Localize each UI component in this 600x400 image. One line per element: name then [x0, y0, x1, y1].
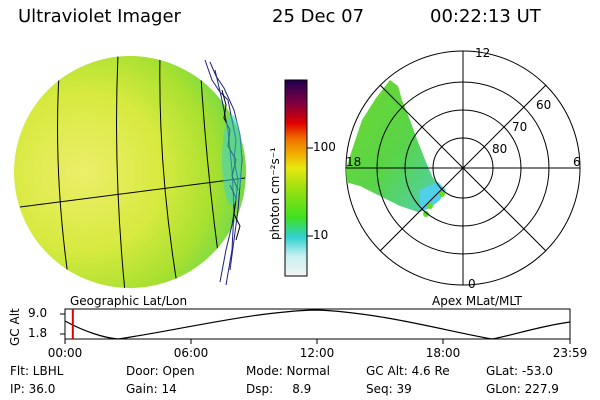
info-seq: Seq: 39 — [366, 382, 412, 396]
auroral-oval — [346, 80, 446, 217]
timeline-xtick: 18:00 — [425, 346, 461, 360]
polar-view — [345, 50, 581, 286]
mlat-label-80: 80 — [492, 142, 508, 156]
date-label: 25 Dec 07 — [272, 6, 365, 27]
mlt-label-12: 12 — [475, 46, 491, 60]
info-gc-alt: GC Alt: 4.6 Re — [366, 364, 450, 378]
timeline-xtick: 12:00 — [299, 346, 335, 360]
timeline-xtick: 06:00 — [173, 346, 209, 360]
info-door: Door: Open — [126, 364, 195, 378]
altitude-curve — [64, 309, 571, 340]
time-label: 00:22:13 UT — [430, 6, 541, 27]
polar-grid — [346, 51, 580, 285]
timeline-ylabel: GC Alt — [8, 308, 22, 346]
aurora-spot — [427, 203, 433, 209]
aurora-region — [346, 80, 440, 212]
colorbar-tick-label-10: 10 — [313, 228, 329, 242]
colorbar-unit-label: photon cm⁻²s⁻¹ — [268, 147, 282, 240]
polar-caption: Apex MLat/MLT — [432, 294, 522, 308]
timeline-xtick: 23:59 — [552, 346, 588, 360]
app-title: Ultraviolet Imager — [18, 6, 181, 27]
info-ip: IP: 36.0 — [10, 382, 56, 396]
colorbar-gradient — [284, 79, 308, 277]
limb-glow — [222, 115, 242, 205]
info-gain: Gain: 14 — [126, 382, 177, 396]
geographic-view — [14, 56, 246, 288]
timeline-xtick: 00:00 — [47, 346, 83, 360]
timeline-ytick-high: 9.0 — [28, 306, 48, 320]
info-dsp: Dsp: 8.9 — [246, 382, 312, 396]
altitude-timeline — [60, 308, 571, 344]
aurora-spot — [423, 211, 429, 217]
aurora-spot — [439, 191, 445, 197]
info-mode: Mode: Normal — [246, 364, 330, 378]
info-glat: GLat: -53.0 — [486, 364, 553, 378]
mlt-label-18: 18 — [346, 155, 362, 169]
mlt-label-0: 0 — [468, 277, 476, 291]
mlat-label-60: 60 — [536, 98, 552, 112]
mlt-label-6: 6 — [573, 155, 581, 169]
colorbar — [284, 79, 313, 277]
info-glon: GLon: 227.9 — [486, 382, 559, 396]
earth-disk — [14, 56, 246, 288]
info-flt: Flt: LBHL — [10, 364, 64, 378]
geographic-caption: Geographic Lat/Lon — [70, 294, 188, 308]
colorbar-tick-label-100: 100 — [313, 140, 336, 154]
mlat-label-70: 70 — [512, 120, 528, 134]
timeline-ytick-low: 1.8 — [28, 326, 48, 340]
timeline-frame — [64, 308, 571, 340]
timeline-ticks — [60, 313, 571, 344]
